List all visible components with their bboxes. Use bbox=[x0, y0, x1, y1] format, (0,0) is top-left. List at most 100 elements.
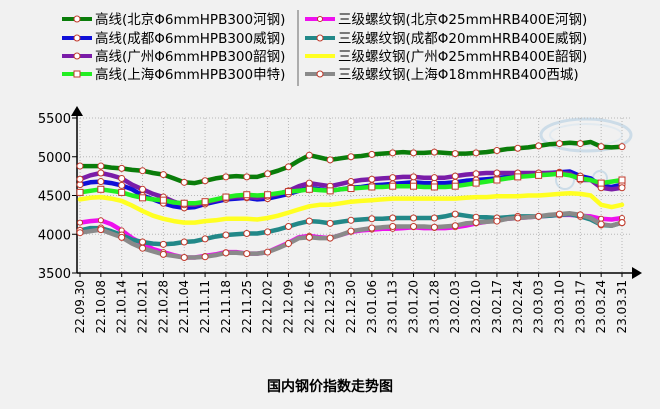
x-tick-label: 23.03.31 bbox=[615, 280, 629, 333]
data-point bbox=[76, 162, 84, 170]
data-point bbox=[118, 233, 126, 241]
data-point bbox=[97, 162, 105, 170]
data-point bbox=[514, 144, 522, 152]
x-axis-ticks: 22.09.30 22.10.08 22.10.14 22.10.21 22.10.28… bbox=[73, 273, 629, 333]
data-point bbox=[493, 147, 501, 155]
data-point bbox=[430, 148, 438, 156]
data-point bbox=[535, 142, 543, 150]
legend-item-7: 三级螺纹钢(广州Φ25mmHRB400E韶钢) bbox=[305, 49, 587, 65]
data-point bbox=[597, 220, 605, 228]
data-point bbox=[264, 248, 272, 256]
data-point bbox=[118, 174, 126, 182]
data-point bbox=[389, 149, 397, 157]
series-group bbox=[76, 139, 626, 261]
data-point bbox=[535, 212, 543, 220]
data-point bbox=[410, 173, 418, 181]
data-point bbox=[243, 191, 251, 199]
data-point bbox=[493, 169, 501, 177]
data-point bbox=[347, 216, 355, 224]
data-point bbox=[284, 163, 292, 171]
x-tick-label: 23.01.13 bbox=[386, 280, 400, 333]
legend-item-6: 三级螺纹钢(成都Φ20mmHRB400E威钢) bbox=[305, 31, 587, 47]
legend-label: 高线(北京Φ6mmHPB300河钢) bbox=[95, 11, 285, 28]
data-point bbox=[347, 227, 355, 235]
data-point bbox=[76, 188, 84, 196]
legend-item-2: 高线(成都Φ6mmHPB300威钢) bbox=[62, 30, 285, 47]
data-point bbox=[264, 228, 272, 236]
data-point bbox=[514, 173, 522, 181]
x-tick-label: 22.12.30 bbox=[344, 280, 358, 333]
data-point bbox=[305, 233, 313, 241]
x-tick-label: 23.02.03 bbox=[448, 280, 462, 333]
data-point bbox=[180, 199, 188, 207]
legend-item-8: 三级螺纹钢(上海Φ18mmHRB400西城) bbox=[305, 67, 579, 83]
data-point bbox=[555, 210, 563, 218]
data-point bbox=[243, 173, 251, 181]
y-axis-arrow bbox=[71, 106, 83, 116]
data-point bbox=[514, 214, 522, 222]
data-point bbox=[201, 253, 209, 261]
data-point bbox=[451, 150, 459, 158]
legend-label: 高线(成都Φ6mmHPB300威钢) bbox=[95, 30, 285, 47]
data-point bbox=[555, 140, 563, 148]
data-point bbox=[284, 223, 292, 230]
series-8 bbox=[76, 210, 626, 261]
data-point bbox=[430, 214, 438, 222]
data-point bbox=[389, 174, 397, 182]
data-point bbox=[326, 187, 334, 195]
data-point bbox=[180, 238, 188, 246]
legend-marker bbox=[316, 70, 324, 78]
data-point bbox=[97, 217, 104, 224]
x-tick-label: 22.11.11 bbox=[198, 280, 212, 333]
data-point bbox=[243, 229, 251, 237]
x-tick-label: 22.12.09 bbox=[281, 280, 295, 333]
data-point bbox=[368, 183, 376, 191]
legend-label: 三级螺纹钢(上海Φ18mmHRB400西城) bbox=[338, 67, 579, 83]
data-point bbox=[430, 174, 438, 182]
data-point bbox=[326, 234, 334, 242]
data-point bbox=[305, 185, 313, 193]
data-point bbox=[264, 191, 272, 199]
data-point bbox=[97, 185, 105, 193]
data-point bbox=[410, 223, 418, 230]
data-point bbox=[410, 214, 418, 222]
x-tick-label: 22.12.02 bbox=[261, 280, 275, 333]
legend-marker bbox=[73, 34, 81, 42]
data-point bbox=[576, 211, 584, 219]
data-point bbox=[118, 164, 126, 172]
data-point bbox=[305, 179, 313, 187]
y-tick-label: 5500 bbox=[38, 112, 71, 127]
x-tick-label: 22.10.14 bbox=[115, 280, 129, 333]
legend-item-3: 高线(广州Φ6mmHPB300韶钢) bbox=[62, 48, 285, 65]
data-point bbox=[597, 143, 605, 151]
data-point bbox=[472, 219, 480, 227]
data-point bbox=[159, 240, 167, 248]
data-point bbox=[368, 150, 376, 158]
x-tick-label: 23.03.10 bbox=[552, 280, 566, 333]
chart-title: 国内钢价指数走势图 bbox=[267, 378, 393, 395]
data-point bbox=[97, 226, 105, 234]
data-point bbox=[305, 217, 313, 225]
x-axis-arrow bbox=[632, 267, 642, 279]
y-tick-label: 4500 bbox=[38, 190, 71, 205]
data-point bbox=[389, 214, 397, 222]
data-point bbox=[97, 169, 105, 177]
x-tick-label: 23.01.28 bbox=[427, 280, 441, 333]
x-tick-label: 22.10.21 bbox=[136, 280, 150, 333]
legend: 高线(北京Φ6mmHPB300河钢) 高线(成都Φ6mmHPB300威钢)高线(广… bbox=[62, 10, 587, 86]
legend-label: 三级螺纹钢(广州Φ25mmHRB400E韶钢) bbox=[338, 49, 587, 65]
x-tick-label: 23.02.24 bbox=[511, 280, 525, 333]
data-point bbox=[139, 194, 147, 202]
data-point bbox=[451, 222, 459, 230]
data-point bbox=[222, 173, 230, 181]
data-point bbox=[222, 193, 230, 201]
data-point bbox=[139, 167, 147, 175]
data-point bbox=[180, 254, 188, 261]
x-tick-label: 22.11.25 bbox=[240, 280, 254, 333]
x-tick-label: 23.03.17 bbox=[573, 280, 587, 333]
y-axis-ticks: 3500 4000 4500 5000 5500 bbox=[38, 112, 77, 282]
x-tick-label: 23.02.17 bbox=[490, 280, 504, 333]
data-point bbox=[618, 219, 626, 227]
x-tick-label: 22.10.28 bbox=[156, 280, 170, 333]
data-point bbox=[305, 151, 313, 159]
